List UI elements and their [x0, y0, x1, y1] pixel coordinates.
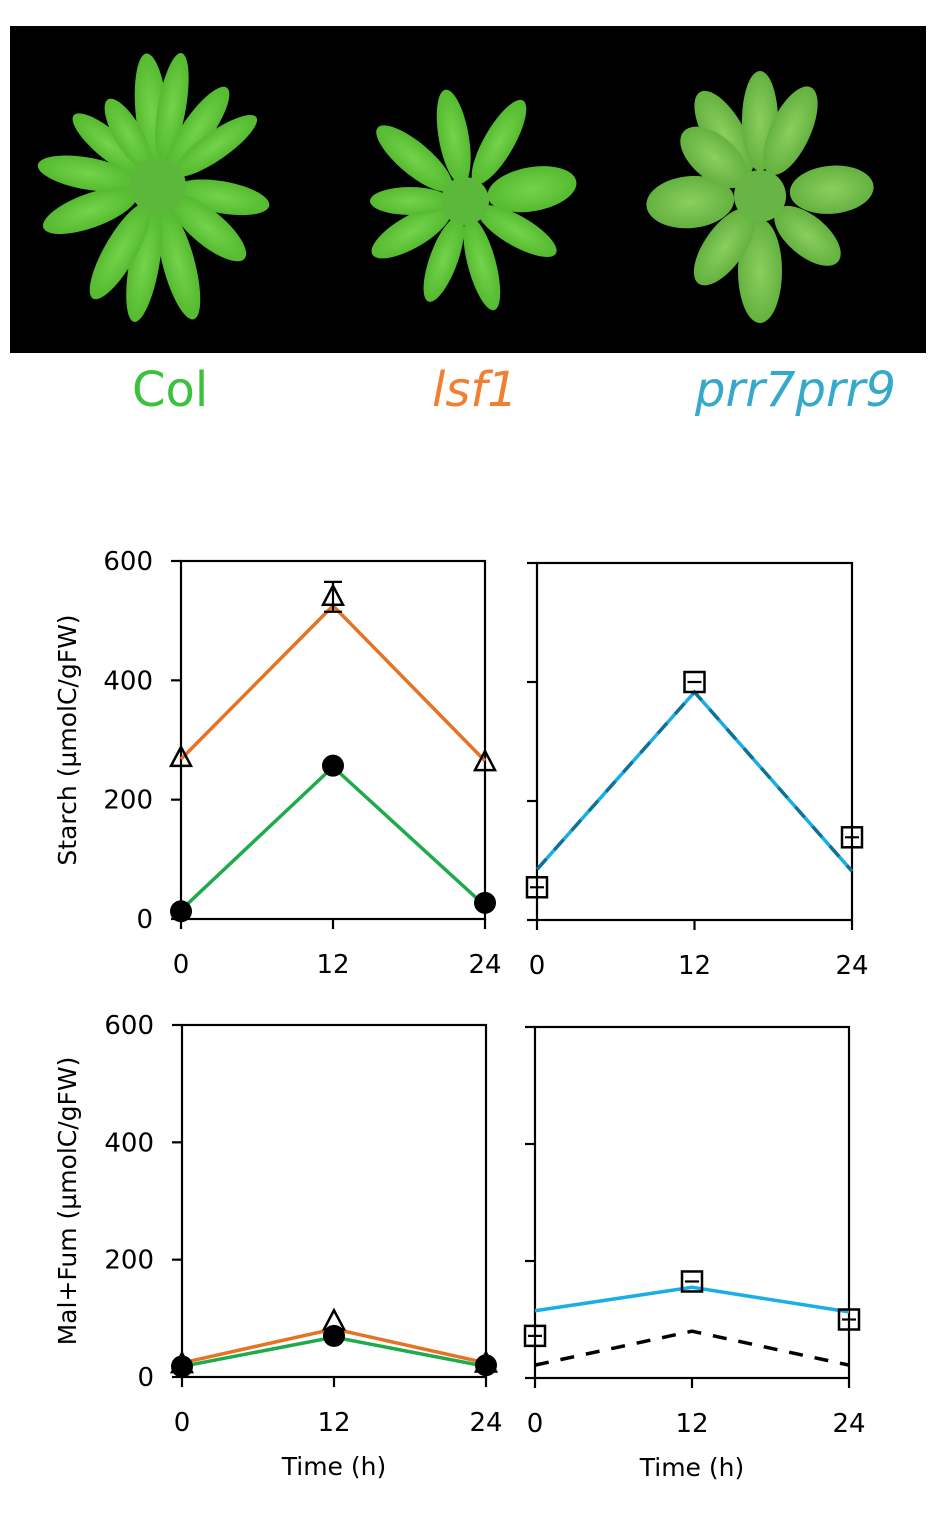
marker-circle [170, 900, 192, 923]
x-axis-title: Time (h) [281, 1452, 386, 1481]
rosette-illustration [37, 52, 874, 323]
series-line [535, 689, 854, 873]
x-tick-label: 0 [174, 1408, 191, 1438]
x-tick-label: 24 [468, 950, 501, 980]
marker-circle [475, 1354, 497, 1377]
x-tick-label: 12 [317, 1408, 350, 1438]
marker-square [523, 1324, 547, 1348]
y-tick-label: 0 [137, 1363, 154, 1393]
label-col: Col [132, 362, 209, 418]
y-tick-label: 600 [103, 547, 153, 577]
chart-panel-bottom-left: 0 200 400 600 0 12 24 Mal+Fum (µmolC/gFW) Time (… [53, 1011, 503, 1481]
marker-circle [474, 891, 496, 914]
chart-panel-top-right: 0 12 24 [525, 561, 869, 981]
label-lsf1: lsf1 [432, 362, 518, 418]
marker-square [683, 670, 706, 694]
rosette-photo [10, 26, 926, 353]
marker-triangle [168, 744, 194, 768]
series-line [179, 603, 487, 763]
x-tick-label: 24 [469, 1408, 502, 1438]
marker-circle [323, 1324, 345, 1347]
chart-panel-bottom-right: 0 12 24 Time (h) [523, 1025, 866, 1482]
series-line [535, 689, 854, 873]
y-tick-label: 600 [104, 1011, 154, 1041]
marker-circle [322, 754, 344, 777]
x-tick-label: 12 [675, 1409, 708, 1439]
x-tick-label: 12 [678, 951, 711, 981]
x-tick-label: 0 [173, 950, 190, 980]
plot-frame [535, 561, 854, 922]
y-tick-label: 200 [103, 786, 153, 816]
x-tick-label: 24 [832, 1409, 865, 1439]
plant-prr7prr9 [646, 71, 874, 323]
x-tick-label: 0 [527, 1409, 544, 1439]
series-line [534, 1285, 850, 1314]
plot-frame [180, 1023, 488, 1379]
x-tick-label: 12 [316, 950, 349, 980]
x-axis-title: Time (h) [639, 1453, 744, 1482]
marker-square [840, 826, 864, 849]
series-line [179, 764, 487, 912]
y-axis-title: Mal+Fum (µmolC/gFW) [53, 1057, 82, 1346]
marker-triangle [472, 748, 498, 772]
plant-col [37, 52, 270, 322]
chart-panel-top-left: 0 200 400 600 0 12 24 Starch (µmolC/gFW) [53, 547, 502, 980]
series-line [534, 1329, 850, 1367]
marker-square [525, 876, 549, 899]
marker-circle [171, 1355, 193, 1378]
x-tick-label: 24 [835, 951, 868, 981]
marker-square [680, 1270, 704, 1293]
y-axis-title: Starch (µmolC/gFW) [53, 614, 82, 865]
y-tick-label: 200 [104, 1246, 154, 1276]
label-prr7prr9: prr7prr9 [695, 362, 896, 418]
marker-square [837, 1308, 861, 1331]
marker-triangle [320, 583, 346, 607]
y-tick-label: 400 [104, 1128, 154, 1158]
y-tick-label: 0 [136, 905, 153, 935]
x-tick-label: 0 [529, 951, 546, 981]
plot-frame [533, 1025, 851, 1380]
y-tick-label: 400 [103, 666, 153, 696]
plant-lsf1 [370, 89, 577, 311]
